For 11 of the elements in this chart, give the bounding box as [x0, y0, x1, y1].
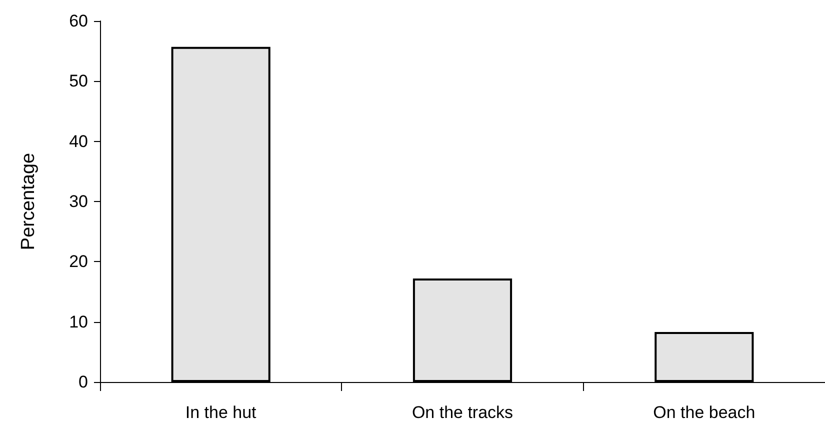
x-tick-label: On the beach: [653, 403, 756, 422]
y-tick-label: 60: [69, 12, 88, 30]
y-tick-label: 50: [69, 72, 88, 91]
y-tick-label: 0: [78, 372, 88, 392]
y-tick-label: 20: [69, 252, 88, 272]
y-tick-label: 10: [69, 312, 88, 332]
y-tick-label: 30: [69, 192, 88, 211]
x-tick-label: On the tracks: [412, 403, 514, 422]
y-axis-title: Percentage: [18, 152, 39, 250]
x-tick-label: In the hut: [185, 403, 257, 422]
y-tick-label: 40: [69, 132, 88, 151]
